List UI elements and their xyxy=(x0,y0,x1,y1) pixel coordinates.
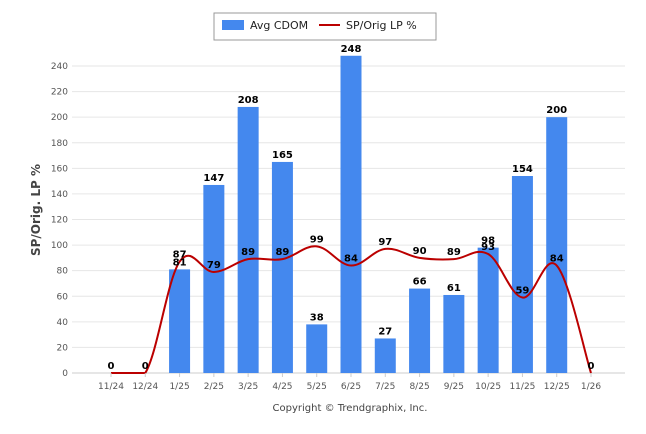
bar-avg-cdom-6-25[interactable] xyxy=(340,55,362,374)
bar-value-label: 154 xyxy=(512,164,533,175)
bar-value-label: 0 xyxy=(108,361,115,372)
bar-value-label: 147 xyxy=(203,173,224,184)
line-series xyxy=(111,245,592,374)
y-tick-label: 60 xyxy=(57,292,69,302)
line-value-label: 84 xyxy=(550,254,564,265)
y-tick-label: 80 xyxy=(57,267,69,277)
line-value-label: 90 xyxy=(413,246,427,257)
line-value-label: 99 xyxy=(310,234,324,245)
y-tick-label: 140 xyxy=(51,190,68,200)
y-axis-title: SP/Orig. LP % xyxy=(29,164,43,256)
bar-value-label: 38 xyxy=(310,312,324,323)
y-tick-label: 40 xyxy=(57,318,69,328)
line-value-label: 87 xyxy=(173,250,187,261)
line-value-label: 89 xyxy=(447,247,461,258)
x-tick-label: 4/25 xyxy=(272,382,292,392)
x-tick-label: 1/25 xyxy=(169,382,189,392)
y-tick-label: 200 xyxy=(51,113,68,123)
line-value-label: 93 xyxy=(481,242,495,253)
line-value-label: 89 xyxy=(241,247,255,258)
bar-value-label: 81 xyxy=(173,257,187,268)
x-axis-ticks: 11/24 12/24 1/25 2/25 3/25 4/25 5/25 6/25 7/25 8/… xyxy=(98,373,601,392)
bar-avg-cdom-5-25[interactable] xyxy=(306,324,328,373)
bar-avg-cdom-4-25[interactable] xyxy=(271,161,293,373)
y-tick-label: 240 xyxy=(51,62,68,72)
x-tick-label: 9/25 xyxy=(444,382,464,392)
x-tick-label: 7/25 xyxy=(375,382,395,392)
x-tick-label: 12/24 xyxy=(132,382,158,392)
bars xyxy=(169,55,568,374)
bar-avg-cdom-3-25[interactable] xyxy=(237,106,259,373)
bar-value-label: 98 xyxy=(481,236,495,247)
y-tick-label: 120 xyxy=(51,216,68,226)
bar-value-label: 0 xyxy=(588,361,595,372)
x-tick-label: 2/25 xyxy=(204,382,224,392)
x-tick-label: 5/25 xyxy=(307,382,327,392)
bar-avg-cdom-2-25[interactable] xyxy=(203,184,225,373)
legend-swatch-avg-cdom[interactable] xyxy=(222,20,244,30)
bar-labels: 0 0 81 147 208 165 38 248 27 66 61 98 154 200 0 xyxy=(108,44,595,372)
footer-copyright: Copyright © Trendgraphix, Inc. xyxy=(273,403,428,414)
x-tick-label: 12/25 xyxy=(544,382,570,392)
bar-value-label: 208 xyxy=(238,95,259,106)
y-tick-label: 20 xyxy=(57,343,69,353)
y-tick-label: 220 xyxy=(51,88,68,98)
bar-value-label: 66 xyxy=(413,277,427,288)
x-tick-label: 11/25 xyxy=(509,382,535,392)
line-value-label: 84 xyxy=(344,254,358,265)
y-tick-label: 0 xyxy=(62,369,68,379)
bar-avg-cdom-10-25[interactable] xyxy=(477,247,499,373)
y-axis-ticks: 0 20 40 60 80 100 120 140 160 180 200 220 240 xyxy=(51,62,68,379)
legend-label-avg-cdom[interactable]: Avg CDOM xyxy=(250,19,308,32)
bar-value-label: 165 xyxy=(272,150,293,161)
line-value-label: 97 xyxy=(378,237,392,248)
bar-avg-cdom-1-25[interactable] xyxy=(169,269,191,373)
bar-avg-cdom-11-25[interactable] xyxy=(511,176,533,373)
y-tick-label: 100 xyxy=(51,241,68,251)
legend-label-sp-orig-lp[interactable]: SP/Orig LP % xyxy=(346,19,417,32)
y-tick-label: 180 xyxy=(51,139,68,149)
bar-value-label: 248 xyxy=(341,44,362,55)
line-labels: 87 79 89 89 99 84 97 90 89 93 59 84 xyxy=(173,234,564,296)
x-tick-label: 10/25 xyxy=(475,382,501,392)
bar-avg-cdom-7-25[interactable] xyxy=(374,338,396,373)
line-value-label: 79 xyxy=(207,260,221,271)
x-tick-label: 1/26 xyxy=(581,382,601,392)
x-tick-label: 6/25 xyxy=(341,382,361,392)
x-tick-label: 11/24 xyxy=(98,382,124,392)
bar-value-label: 0 xyxy=(142,361,149,372)
legend[interactable]: Avg CDOM SP/Orig LP % xyxy=(213,12,437,41)
bar-avg-cdom-8-25[interactable] xyxy=(409,288,431,373)
legend-box xyxy=(213,12,437,41)
bar-avg-cdom-9-25[interactable] xyxy=(443,294,465,373)
bar-avg-cdom-12-25[interactable] xyxy=(546,117,568,374)
line-value-label: 59 xyxy=(515,286,529,297)
x-tick-label: 8/25 xyxy=(409,382,429,392)
bar-value-label: 61 xyxy=(447,283,461,294)
bar-value-label: 27 xyxy=(378,326,392,337)
line-value-label: 89 xyxy=(275,247,289,258)
y-tick-label: 160 xyxy=(51,164,68,174)
bar-value-label: 200 xyxy=(546,105,567,116)
x-tick-label: 3/25 xyxy=(238,382,258,392)
line-sp-orig-lp[interactable] xyxy=(111,245,592,374)
